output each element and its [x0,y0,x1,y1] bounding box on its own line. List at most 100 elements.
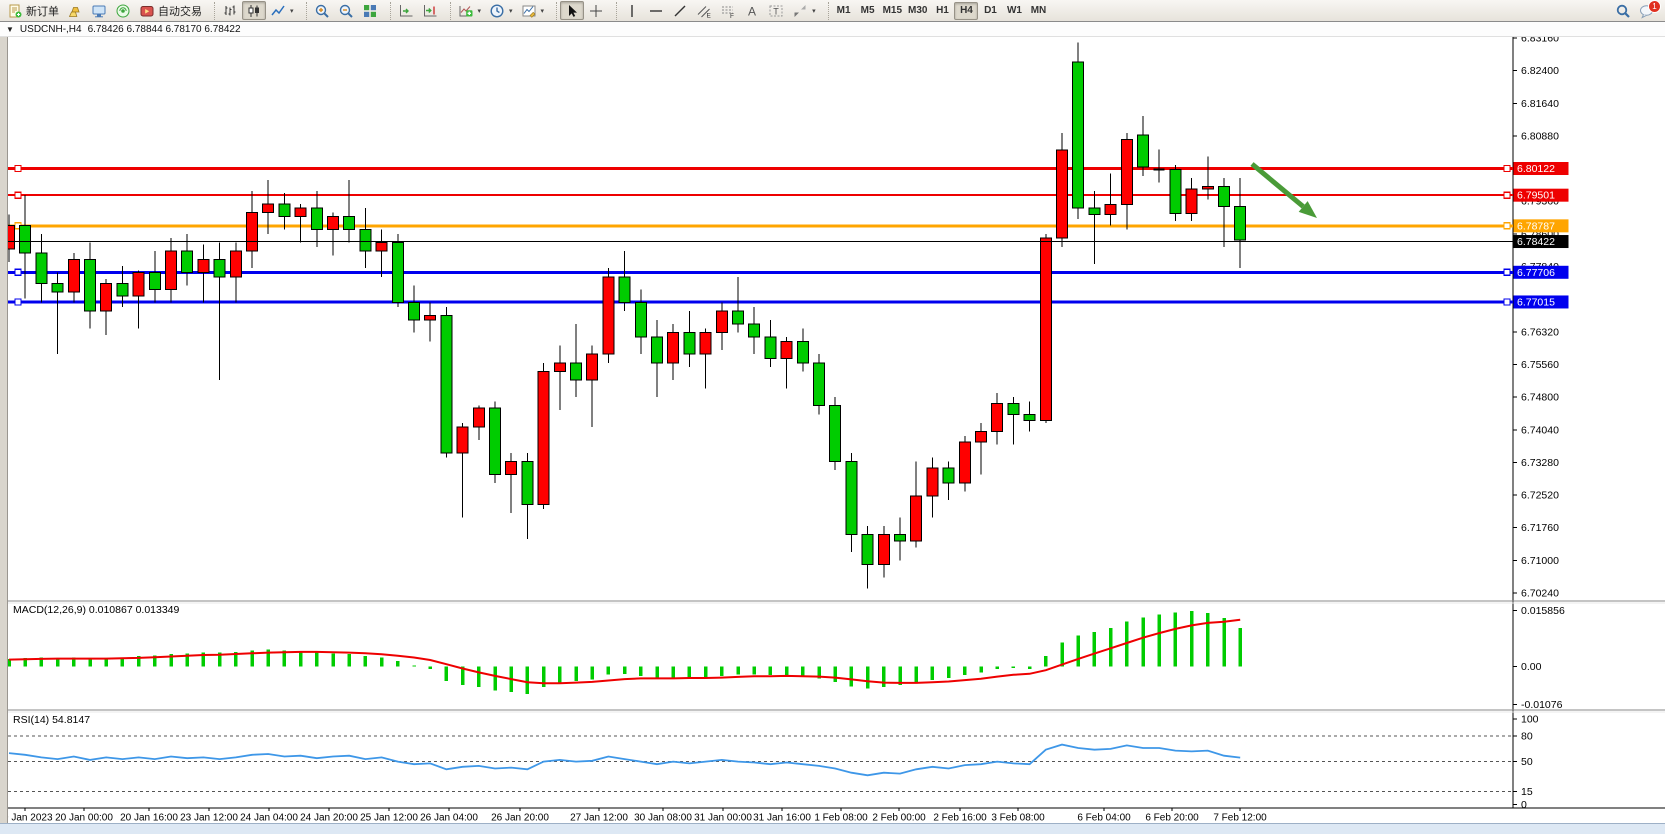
zoom-in-icon [315,4,329,18]
horizontal-level-lines[interactable] [8,164,1513,306]
channel-button[interactable]: E [692,1,716,20]
candlestick-button[interactable] [242,1,266,20]
candle [1104,204,1117,216]
candle [1039,237,1052,422]
shapes-button[interactable]: ▾ [788,1,820,20]
zoom-out-button[interactable] [334,1,358,20]
fibonacci-icon: F [722,6,734,19]
toolbar-separator [383,1,391,20]
search-button[interactable] [1611,1,1635,20]
notifications-button[interactable]: 1 [1635,0,1661,20]
label-button[interactable]: T [764,1,788,20]
vertical-line-button[interactable] [620,1,644,20]
tab-timeframe-m5[interactable]: M5 [856,2,880,20]
time-axis[interactable]: 19 Jan 2023 20 Jan 00:00 20 Jan 16:00 23 Ja… [0,808,1267,824]
label-icon: T [769,5,783,16]
candle [67,259,80,293]
zoom-out-icon [339,4,353,18]
trend-arrow-annotation[interactable] [1250,162,1317,218]
candle [894,534,906,542]
candle [327,216,339,231]
terminal-button[interactable] [87,1,111,20]
candle [472,407,485,428]
text-button[interactable]: A [740,1,764,20]
svg-text:31 Jan 00:00: 31 Jan 00:00 [694,813,752,824]
add-indicator-button[interactable]: ▾ [454,1,486,20]
periods-button[interactable]: ▾ [485,1,517,20]
candle [699,332,712,355]
tile-windows-button[interactable] [358,1,382,20]
candle [602,276,615,355]
candle [505,461,518,475]
horizontal-line-button[interactable] [644,1,668,20]
tab-timeframe-h4[interactable]: H4 [954,1,979,20]
fibonacci-button[interactable]: F [716,1,740,20]
signal-icon [116,4,130,17]
tab-timeframe-w1[interactable]: W1 [1002,2,1026,20]
svg-text:6.80880: 6.80880 [1521,130,1559,142]
gold-ingot-button[interactable] [63,1,87,20]
candles-layer [3,42,1247,589]
tab-timeframe-d1[interactable]: D1 [978,2,1002,20]
window-left-border [0,37,8,823]
price-tag: 6.80122 [1513,162,1569,176]
tab-timeframe-mn[interactable]: MN [1026,2,1050,20]
periods-icon [490,3,504,18]
auto-scroll-button[interactable] [394,1,418,20]
tile-windows-icon [363,4,376,17]
svg-text:23 Jan 12:00: 23 Jan 12:00 [180,813,238,824]
crosshair-button[interactable] [584,1,608,20]
svg-text:6.71760: 6.71760 [1521,522,1559,534]
chart-title-bar: ▼ USDCNH-,H4 6.78426 6.78844 6.78170 6.7… [0,22,1665,37]
svg-text:25 Jan 12:00: 25 Jan 12:00 [360,813,418,824]
candle [424,315,437,321]
add-indicator-icon [459,5,473,16]
candle [100,282,113,312]
candle [1088,207,1101,216]
candle [958,441,971,484]
svg-text:30 Jan 08:00: 30 Jan 08:00 [634,813,692,824]
svg-text:100: 100 [1521,714,1539,726]
chevron-down-icon: ▾ [509,7,513,15]
signal-button[interactable] [111,1,135,20]
line-chart-button[interactable]: ▾ [266,1,298,20]
candle [570,362,582,381]
trendline-button[interactable] [668,1,692,20]
toolbar-separator [299,1,307,20]
candle [440,315,453,454]
tab-timeframe-m1[interactable]: M1 [832,2,856,20]
tab-timeframe-m30[interactable]: M30 [905,2,930,20]
new-order-label: 新订单 [26,5,59,18]
trendline-icon [674,5,686,16]
chart-shift-icon [423,4,437,16]
title-dropdown-icon[interactable]: ▼ [6,24,14,34]
cursor-button[interactable] [560,1,585,20]
ohlc-bars-button[interactable] [218,1,242,20]
svg-text:26 Jan 04:00: 26 Jan 04:00 [420,813,478,824]
candle [229,250,242,278]
new-order-button[interactable]: 新订单 [3,1,63,20]
candle [359,229,372,252]
template-button[interactable]: ▾ [517,1,549,20]
macd-label: MACD(12,26,9) 0.010867 0.013349 [13,604,180,616]
ohlc-bars-icon [224,5,236,15]
candle [1072,61,1085,209]
candle [829,405,842,463]
candle [780,340,793,359]
tab-timeframe-m15[interactable]: M15 [880,2,905,20]
toolbar-separator [821,1,829,20]
autotrade-icon [140,5,154,16]
autotrade-button[interactable]: 自动交易 [135,1,206,20]
chevron-down-icon: ▾ [477,7,482,15]
tab-timeframe-h1[interactable]: H1 [930,2,954,20]
main-toolbar: 新订单 自动交易 ▾ ▾ ▾ ▾ E F A T ▾ M1 M5 M15 M30 H1 H4 D1 W1 MN … [0,0,1665,22]
chart-shift-button[interactable] [418,1,442,20]
candle [116,282,129,297]
candle [1234,205,1247,241]
zoom-in-button[interactable] [310,1,334,20]
new-order-icon [9,4,22,17]
svg-text:6.78787: 6.78787 [1517,220,1555,232]
svg-text:0: 0 [1521,799,1527,811]
vertical-line-icon [631,4,633,17]
